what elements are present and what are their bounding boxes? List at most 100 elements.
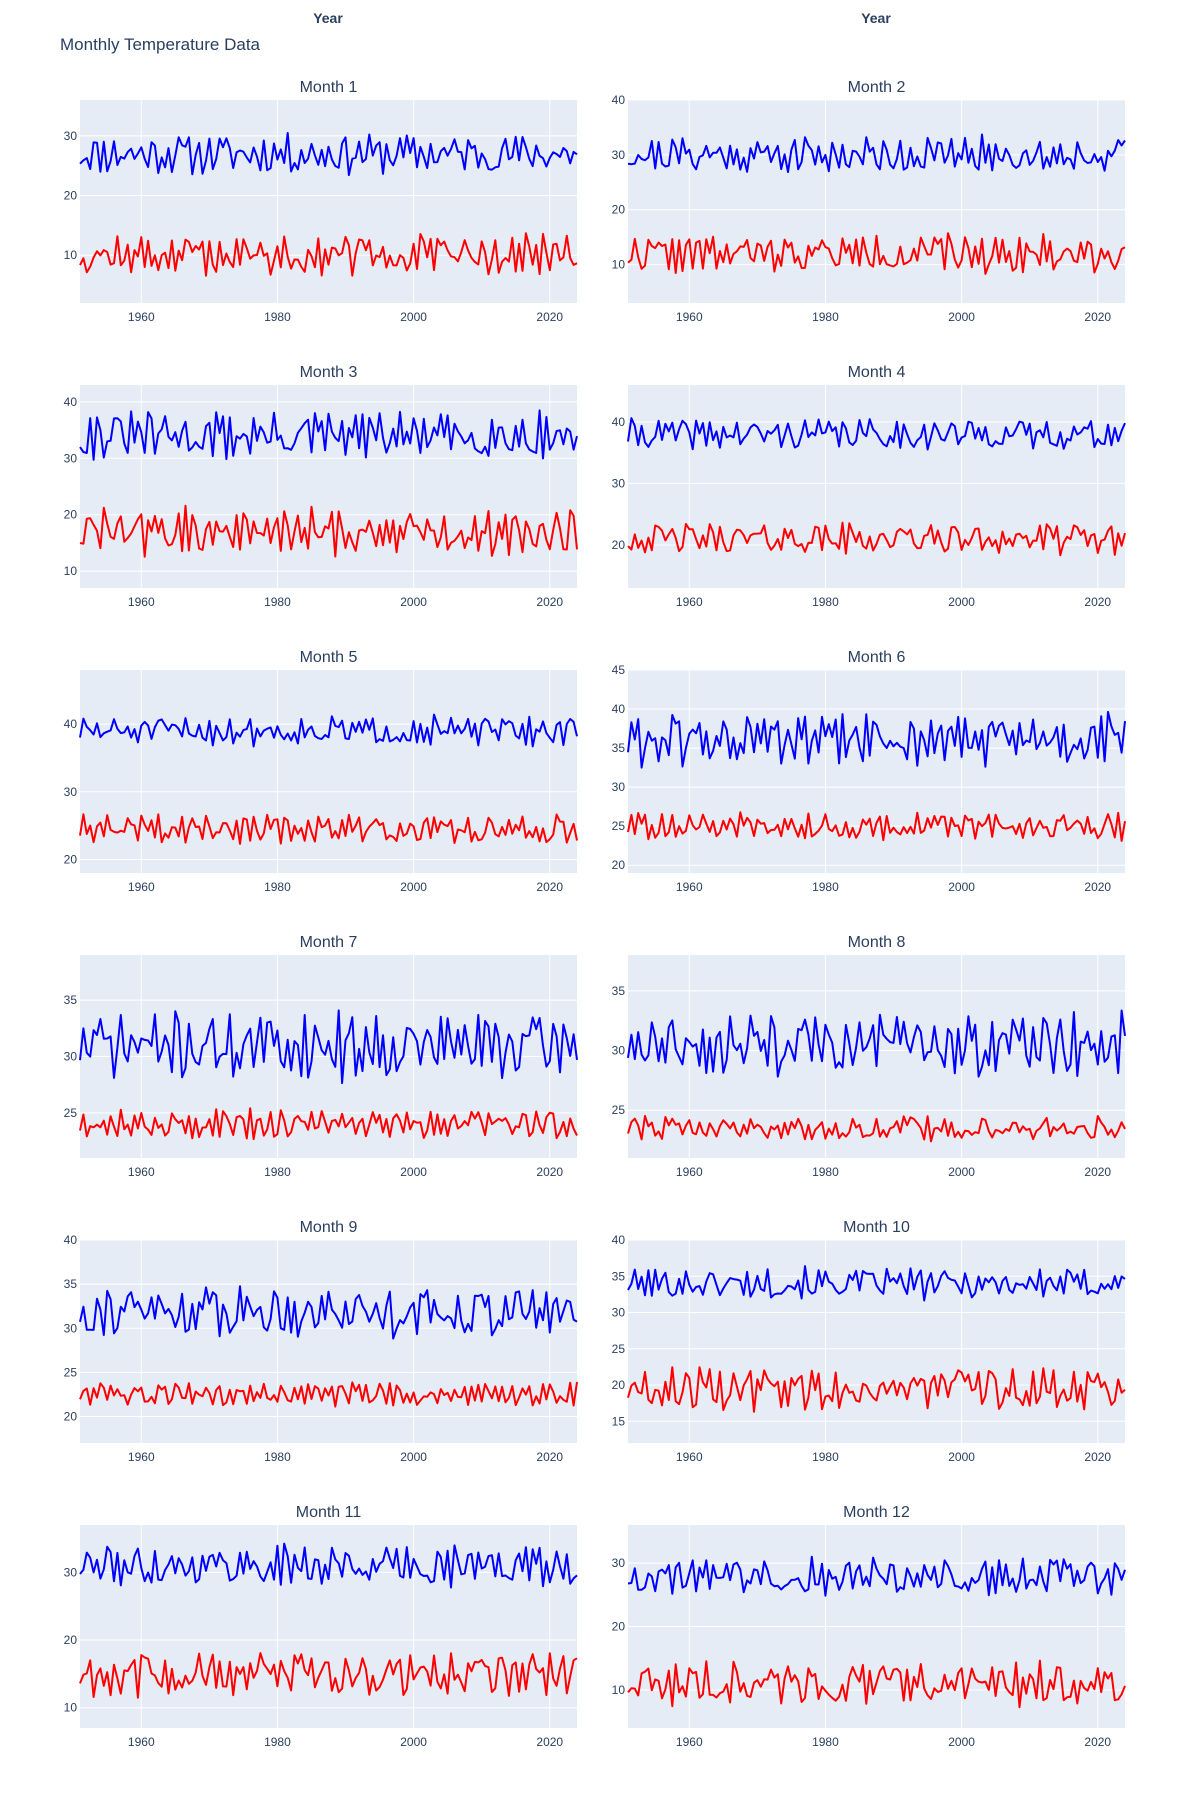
- series-line-high: [79, 1009, 578, 1085]
- y-tick-label: 40: [612, 415, 626, 429]
- y-tick-label: 20: [64, 189, 78, 203]
- x-tick-label: 1960: [676, 595, 703, 609]
- subplot: Month 8 1960 1980 2000 2020 25 30 35: [612, 934, 1126, 1179]
- x-tick-label: 1980: [812, 1450, 839, 1464]
- chart-title: Monthly Temperature Data: [60, 35, 261, 54]
- series-line-high: [627, 1009, 1126, 1078]
- y-tick-label: 30: [64, 129, 78, 143]
- x-tick-label: 2020: [1084, 595, 1111, 609]
- y-tick-label: 10: [64, 1701, 78, 1715]
- x-tick-label: 1980: [812, 1165, 839, 1179]
- subplot-title: Month 7: [300, 934, 358, 951]
- subplot-title: Month 3: [300, 364, 358, 381]
- subplot: Month 2 1960 1980 2000 2020 10 20 30 40: [612, 79, 1126, 324]
- y-tick-label: 45: [612, 663, 626, 677]
- series-line-low: [79, 1381, 578, 1408]
- series-line-low: [627, 1114, 1126, 1143]
- x-tick-label: 2000: [948, 1450, 975, 1464]
- subplot-title: Month 12: [843, 1504, 910, 1521]
- y-tick-label: 35: [612, 1269, 626, 1283]
- x-tick-label: 1980: [812, 310, 839, 324]
- y-tick-label: 25: [64, 1106, 78, 1120]
- x-tick-label: 2000: [400, 880, 427, 894]
- subplot-title: Month 11: [296, 1504, 362, 1521]
- plot-area: [80, 1525, 577, 1728]
- y-tick-label: 25: [64, 1365, 78, 1379]
- series-line-low: [79, 504, 578, 558]
- x-tick-label: 1960: [676, 310, 703, 324]
- y-tick-label: 30: [612, 1306, 626, 1320]
- y-tick-label: 30: [64, 1565, 78, 1579]
- x-tick-label: 1960: [676, 1165, 703, 1179]
- x-tick-label: 2020: [1084, 1450, 1111, 1464]
- y-tick-label: 30: [612, 1556, 626, 1570]
- series-line-high: [627, 1555, 1126, 1597]
- x-tick-label: 1960: [676, 880, 703, 894]
- subplot: Month 7 1960 1980 2000 2020 25 30 35: [64, 934, 578, 1179]
- subplot-title: Month 1: [300, 79, 358, 96]
- x-tick-label: 1960: [128, 1735, 155, 1749]
- series-line-high: [627, 710, 1126, 769]
- x-axis-title-right: Year: [861, 10, 891, 26]
- x-tick-label: 1980: [264, 880, 291, 894]
- x-tick-label: 1980: [264, 595, 291, 609]
- x-tick-label: 1960: [676, 1735, 703, 1749]
- x-tick-label: 2000: [948, 595, 975, 609]
- y-tick-label: 10: [64, 248, 78, 262]
- series-line-low: [79, 813, 578, 845]
- x-tick-label: 1960: [676, 1450, 703, 1464]
- x-tick-label: 2000: [400, 310, 427, 324]
- y-tick-label: 40: [64, 717, 78, 731]
- y-tick-label: 35: [612, 984, 626, 998]
- y-tick-label: 15: [612, 1414, 626, 1428]
- series-line-high: [627, 133, 1126, 174]
- y-tick-label: 40: [612, 702, 626, 716]
- series-line-high: [627, 417, 1126, 451]
- y-tick-label: 20: [612, 858, 626, 872]
- series-line-low: [627, 1659, 1126, 1709]
- series-line-low: [627, 1366, 1126, 1413]
- plot-area: [628, 385, 1125, 588]
- series-line-low: [627, 811, 1126, 842]
- x-tick-label: 2020: [536, 1165, 563, 1179]
- y-tick-label: 20: [612, 203, 626, 217]
- plot-area: [628, 1240, 1125, 1443]
- x-tick-label: 2020: [536, 1450, 563, 1464]
- y-tick-label: 20: [64, 1633, 78, 1647]
- y-tick-label: 20: [64, 508, 78, 522]
- plot-area: [628, 670, 1125, 873]
- y-tick-label: 40: [612, 1233, 626, 1247]
- y-tick-label: 30: [64, 1321, 78, 1335]
- y-tick-label: 35: [612, 741, 626, 755]
- y-tick-label: 40: [64, 395, 78, 409]
- x-tick-label: 2000: [948, 1165, 975, 1179]
- x-tick-label: 1980: [812, 1735, 839, 1749]
- x-tick-label: 2020: [1084, 310, 1111, 324]
- x-tick-label: 2000: [948, 1735, 975, 1749]
- subplot: Month 12 1960 1980 2000 2020 10 20 30: [612, 1504, 1126, 1749]
- subplot-title: Month 5: [300, 649, 358, 666]
- x-tick-label: 2020: [1084, 880, 1111, 894]
- x-tick-label: 2020: [536, 880, 563, 894]
- subplot-title: Month 9: [300, 1219, 358, 1236]
- x-tick-label: 2020: [1084, 1165, 1111, 1179]
- x-tick-label: 1980: [812, 595, 839, 609]
- series-line-low: [627, 521, 1126, 557]
- y-tick-label: 30: [612, 476, 626, 490]
- x-tick-label: 2020: [536, 1735, 563, 1749]
- y-tick-label: 20: [64, 852, 78, 866]
- y-tick-label: 20: [612, 1378, 626, 1392]
- series-line-high: [79, 1542, 578, 1589]
- y-tick-label: 40: [612, 93, 626, 107]
- subplot-title: Month 6: [848, 649, 906, 666]
- series-line-high: [627, 1265, 1126, 1302]
- subplot-title: Month 2: [848, 79, 906, 96]
- y-tick-label: 20: [64, 1410, 78, 1424]
- x-tick-label: 1960: [128, 1165, 155, 1179]
- y-tick-label: 25: [612, 819, 626, 833]
- series-line-low: [79, 1107, 578, 1141]
